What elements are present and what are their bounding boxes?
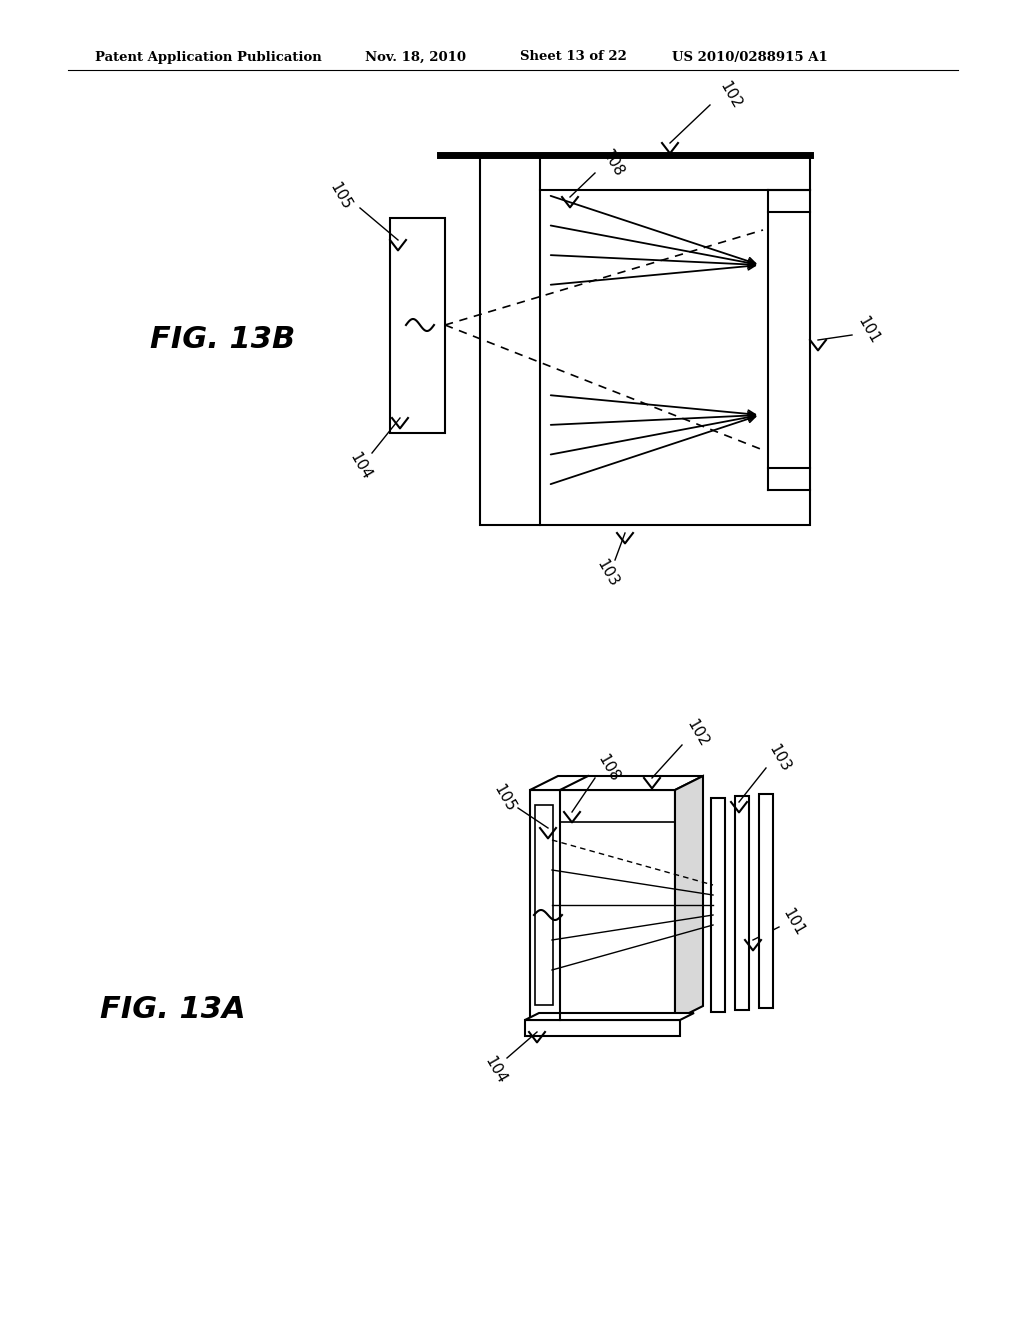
Text: US 2010/0288915 A1: US 2010/0288915 A1 [672, 50, 827, 63]
Bar [759, 795, 773, 1008]
Text: Patent Application Publication: Patent Application Publication [95, 50, 322, 63]
Text: FIG. 13A: FIG. 13A [100, 995, 246, 1024]
Text: 104: 104 [481, 1053, 509, 1086]
Bar [525, 1020, 680, 1036]
Text: 108: 108 [598, 147, 626, 180]
Bar [530, 789, 675, 1020]
Text: 101: 101 [779, 906, 807, 939]
Bar [480, 154, 810, 525]
Text: 105: 105 [327, 180, 353, 213]
Text: 102: 102 [716, 79, 743, 111]
Polygon shape [525, 1012, 694, 1020]
Text: 104: 104 [346, 450, 374, 482]
Bar [711, 799, 725, 1012]
Text: FIG. 13B: FIG. 13B [150, 326, 295, 355]
Text: 101: 101 [854, 314, 882, 346]
Text: 108: 108 [594, 752, 622, 784]
Polygon shape [530, 776, 703, 789]
Text: 102: 102 [683, 717, 711, 750]
Text: 103: 103 [593, 557, 621, 589]
Bar [390, 218, 445, 433]
Text: Nov. 18, 2010: Nov. 18, 2010 [365, 50, 466, 63]
Text: 105: 105 [490, 781, 518, 814]
Bar [735, 796, 749, 1010]
Text: 103: 103 [765, 742, 793, 775]
Polygon shape [675, 776, 703, 1020]
Bar [535, 805, 553, 1005]
Text: Sheet 13 of 22: Sheet 13 of 22 [520, 50, 627, 63]
